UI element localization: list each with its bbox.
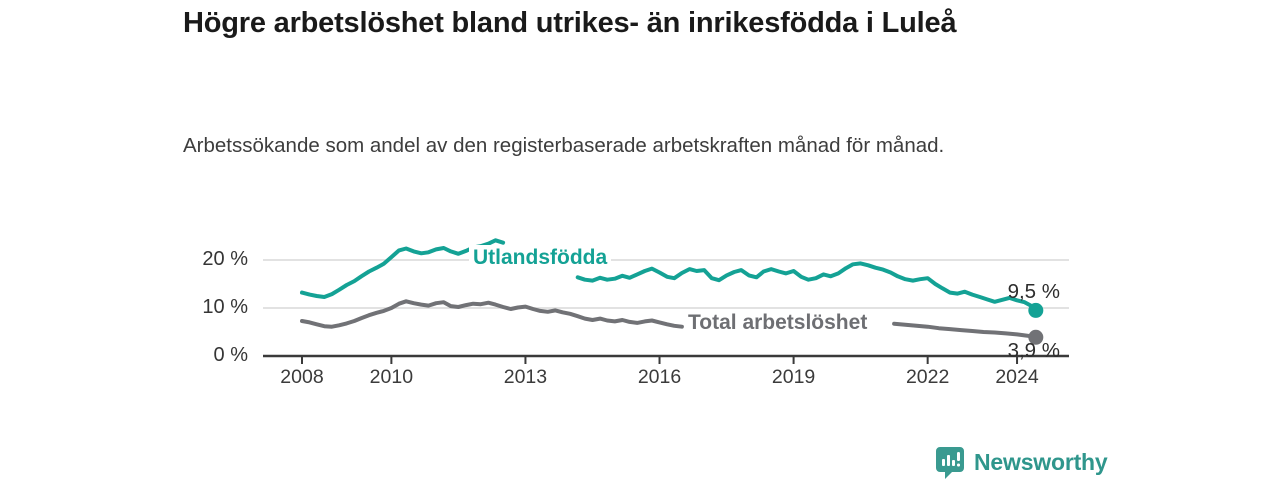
newsworthy-wordmark: Newsworthy (974, 449, 1108, 475)
y-tick-label: 20 % (202, 248, 248, 270)
x-tick-label: 2013 (503, 366, 548, 388)
newsworthy-logo: Newsworthy (935, 446, 1108, 479)
y-tick-label: 10 % (202, 296, 248, 318)
series-label-total-arbetsloshet: Total arbetslöshet (684, 310, 872, 336)
series-line-1 (300, 299, 684, 329)
series-end-dot-1 (1028, 329, 1044, 345)
y-tick-label: 0 % (213, 344, 248, 366)
x-tick-label: 2022 (905, 366, 950, 388)
x-tick-label: 2019 (771, 366, 816, 388)
series-end-dot-0 (1028, 302, 1044, 318)
chart-subtitle: Arbetssökande som andel av den registerb… (183, 134, 945, 157)
x-tick-label: 2010 (369, 366, 414, 388)
end-value-label-total-arbetsloshet: 3,9 % (1007, 339, 1060, 362)
end-value-label-utlandsfodda: 9,5 % (1007, 280, 1060, 303)
x-tick-label: 2008 (280, 366, 324, 388)
chart-title: Högre arbetslöshet bland utrikes- än inr… (183, 7, 957, 39)
x-tick-label: 2024 (995, 366, 1039, 388)
x-tick-label: 2016 (637, 366, 682, 388)
series-line-1 (892, 321, 1038, 340)
newsworthy-badge-icon (936, 447, 964, 479)
series-line-0 (575, 261, 1038, 313)
series-label-utlandsfodda: Utlandsfödda (469, 245, 612, 271)
